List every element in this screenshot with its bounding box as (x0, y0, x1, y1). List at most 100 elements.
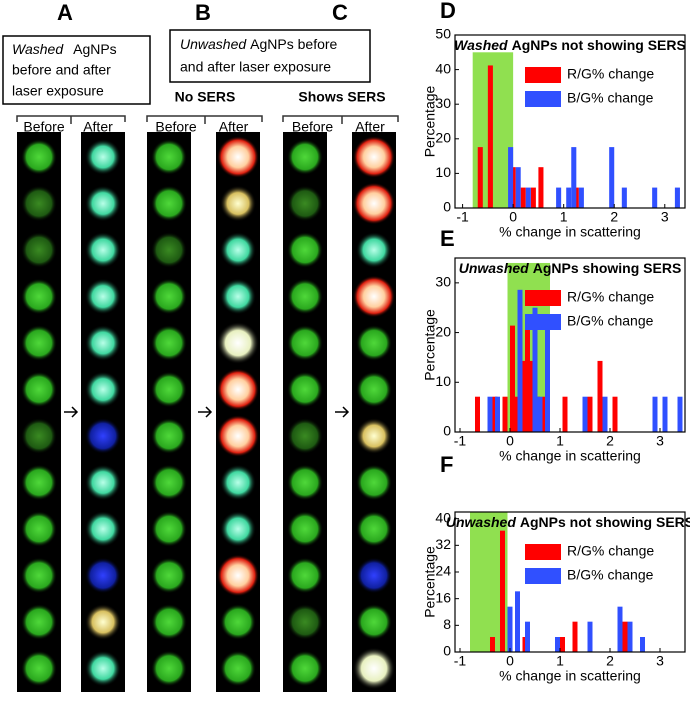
x-tick-label: 3 (656, 433, 664, 449)
particle-spot (151, 325, 187, 361)
legend-label: R/G% change (567, 543, 654, 559)
x-tick-label: 1 (560, 209, 568, 225)
bar (510, 325, 515, 432)
chart-title: Unwashed AgNPs showing SERS (459, 260, 682, 276)
title-italic: Unwashed (446, 514, 516, 530)
particle-spot (356, 464, 392, 501)
box-line: AgNPs (73, 41, 117, 57)
legend-label: B/G% change (567, 567, 654, 583)
bar (582, 396, 588, 432)
bar (500, 530, 505, 652)
arrow (64, 406, 79, 418)
particle-spot (220, 511, 256, 547)
bar (538, 167, 544, 208)
x-tick-label: -1 (456, 209, 469, 225)
column-header: Before (155, 119, 196, 135)
bar (556, 187, 562, 208)
column-header: After (219, 119, 249, 135)
bar (560, 637, 565, 652)
arrow (335, 406, 350, 418)
subtitle: Shows SERS (298, 89, 385, 105)
x-tick-label: 2 (606, 433, 614, 449)
y-tick-label: 50 (435, 26, 451, 42)
particle-spot (151, 650, 187, 687)
panel-letter: B (195, 0, 211, 25)
x-tick-label: 3 (661, 209, 669, 225)
arrow (198, 406, 213, 418)
particle-spot (85, 278, 121, 315)
particle-spot (353, 136, 395, 178)
y-axis-label: Percentage (422, 546, 438, 618)
x-tick-label: -1 (454, 433, 467, 449)
particle-spot (151, 232, 187, 268)
particle-spot (217, 554, 259, 597)
particle-spot (353, 275, 395, 318)
box-line: AgNPs before (250, 36, 337, 52)
column-header: Before (292, 119, 333, 135)
particle-spot (151, 464, 187, 501)
particle-spot (21, 418, 57, 454)
legend-label: R/G% change (567, 289, 654, 305)
panel-letter: F (440, 452, 453, 477)
column-header: After (355, 119, 385, 135)
particle-spot (85, 604, 121, 640)
bar (495, 396, 500, 432)
bar (530, 187, 536, 208)
bar (677, 396, 683, 432)
bar (537, 396, 543, 432)
bar (545, 325, 550, 432)
particle-spot (85, 371, 121, 408)
strip (283, 132, 327, 692)
x-tick-label: 0 (509, 209, 517, 225)
bar (578, 187, 584, 208)
bar (612, 396, 618, 432)
particle-spot (356, 325, 392, 361)
particle-spot (353, 182, 395, 225)
particle-spot (356, 371, 392, 408)
bar (652, 187, 658, 208)
strip (352, 132, 396, 692)
bar (525, 621, 530, 652)
text-box (169, 29, 371, 83)
legend-swatch (525, 91, 561, 107)
bar (515, 167, 521, 208)
x-tick-label: 0 (506, 433, 514, 449)
box-line: and after laser exposure (180, 59, 331, 75)
x-axis-label: % change in scattering (499, 448, 641, 464)
bar (597, 360, 603, 432)
particle-spot (287, 278, 323, 315)
y-tick-label: 40 (435, 60, 451, 76)
column-header: Before (23, 119, 64, 135)
title-italic: Unwashed (459, 260, 529, 276)
particle-spot (21, 278, 57, 315)
legend-swatch (525, 290, 561, 306)
particle-spot (21, 604, 57, 640)
y-tick-label: 0 (443, 423, 451, 439)
particle-spot (151, 371, 187, 408)
bar (555, 637, 560, 652)
bar (507, 606, 513, 652)
particle-spot (287, 232, 323, 268)
y-axis-label: Percentage (422, 85, 438, 157)
box-line: before and after (12, 62, 111, 78)
y-axis-label: Percentage (422, 309, 438, 381)
particle-spot (287, 325, 323, 361)
plot-frame (454, 511, 686, 653)
bar (617, 606, 623, 652)
y-tick-label: 30 (435, 95, 451, 111)
x-tick-label: 3 (656, 653, 664, 669)
particle-spot (21, 371, 57, 408)
bar (640, 637, 645, 652)
x-axis-label: % change in scattering (499, 224, 641, 240)
bracket (16, 115, 126, 124)
particle-spot (220, 464, 256, 501)
title: AgNPs showing SERS (533, 260, 682, 276)
particle-spot (151, 139, 187, 175)
particle-spot (356, 604, 392, 640)
bar (652, 396, 658, 432)
bar (520, 187, 526, 208)
particle-spot (353, 647, 395, 690)
box-text: Washed AgNPs (12, 41, 117, 57)
bracket (146, 115, 263, 124)
legend-label: R/G% change (567, 66, 654, 82)
